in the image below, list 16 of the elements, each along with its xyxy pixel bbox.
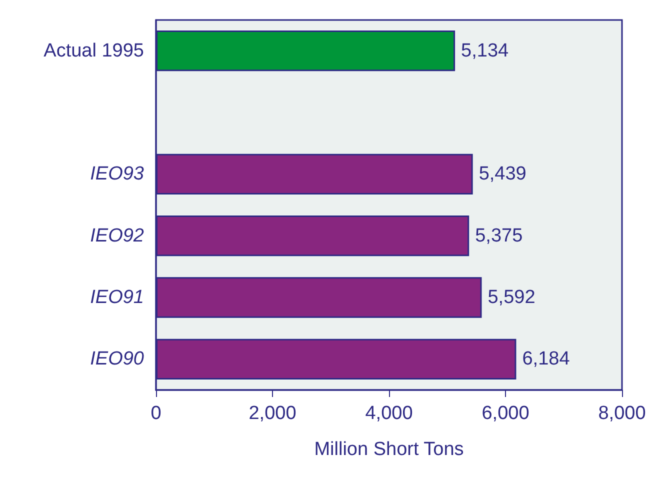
x-tick-label: 2,000: [248, 403, 296, 424]
data-label: 5,592: [488, 287, 536, 308]
y-tick-label: IEO93: [90, 164, 144, 185]
data-label: 5,134: [461, 40, 510, 62]
data-label: 5,439: [478, 164, 526, 185]
x-tick-label: 8,000: [598, 403, 646, 424]
x-tick-label: 6,000: [482, 403, 530, 424]
y-tick-label: IEO90: [90, 348, 144, 370]
y-tick-label: IEO91: [90, 287, 144, 308]
data-label: 6,184: [522, 348, 570, 370]
x-axis-title: Million Short Tons: [314, 439, 464, 460]
y-tick-label: Actual 1995: [44, 40, 144, 62]
y-tick-label: IEO92: [90, 225, 144, 246]
x-tick-label: 0: [150, 403, 162, 424]
data-label: 5,375: [475, 225, 523, 246]
x-tick-label: 4,000: [365, 403, 413, 424]
